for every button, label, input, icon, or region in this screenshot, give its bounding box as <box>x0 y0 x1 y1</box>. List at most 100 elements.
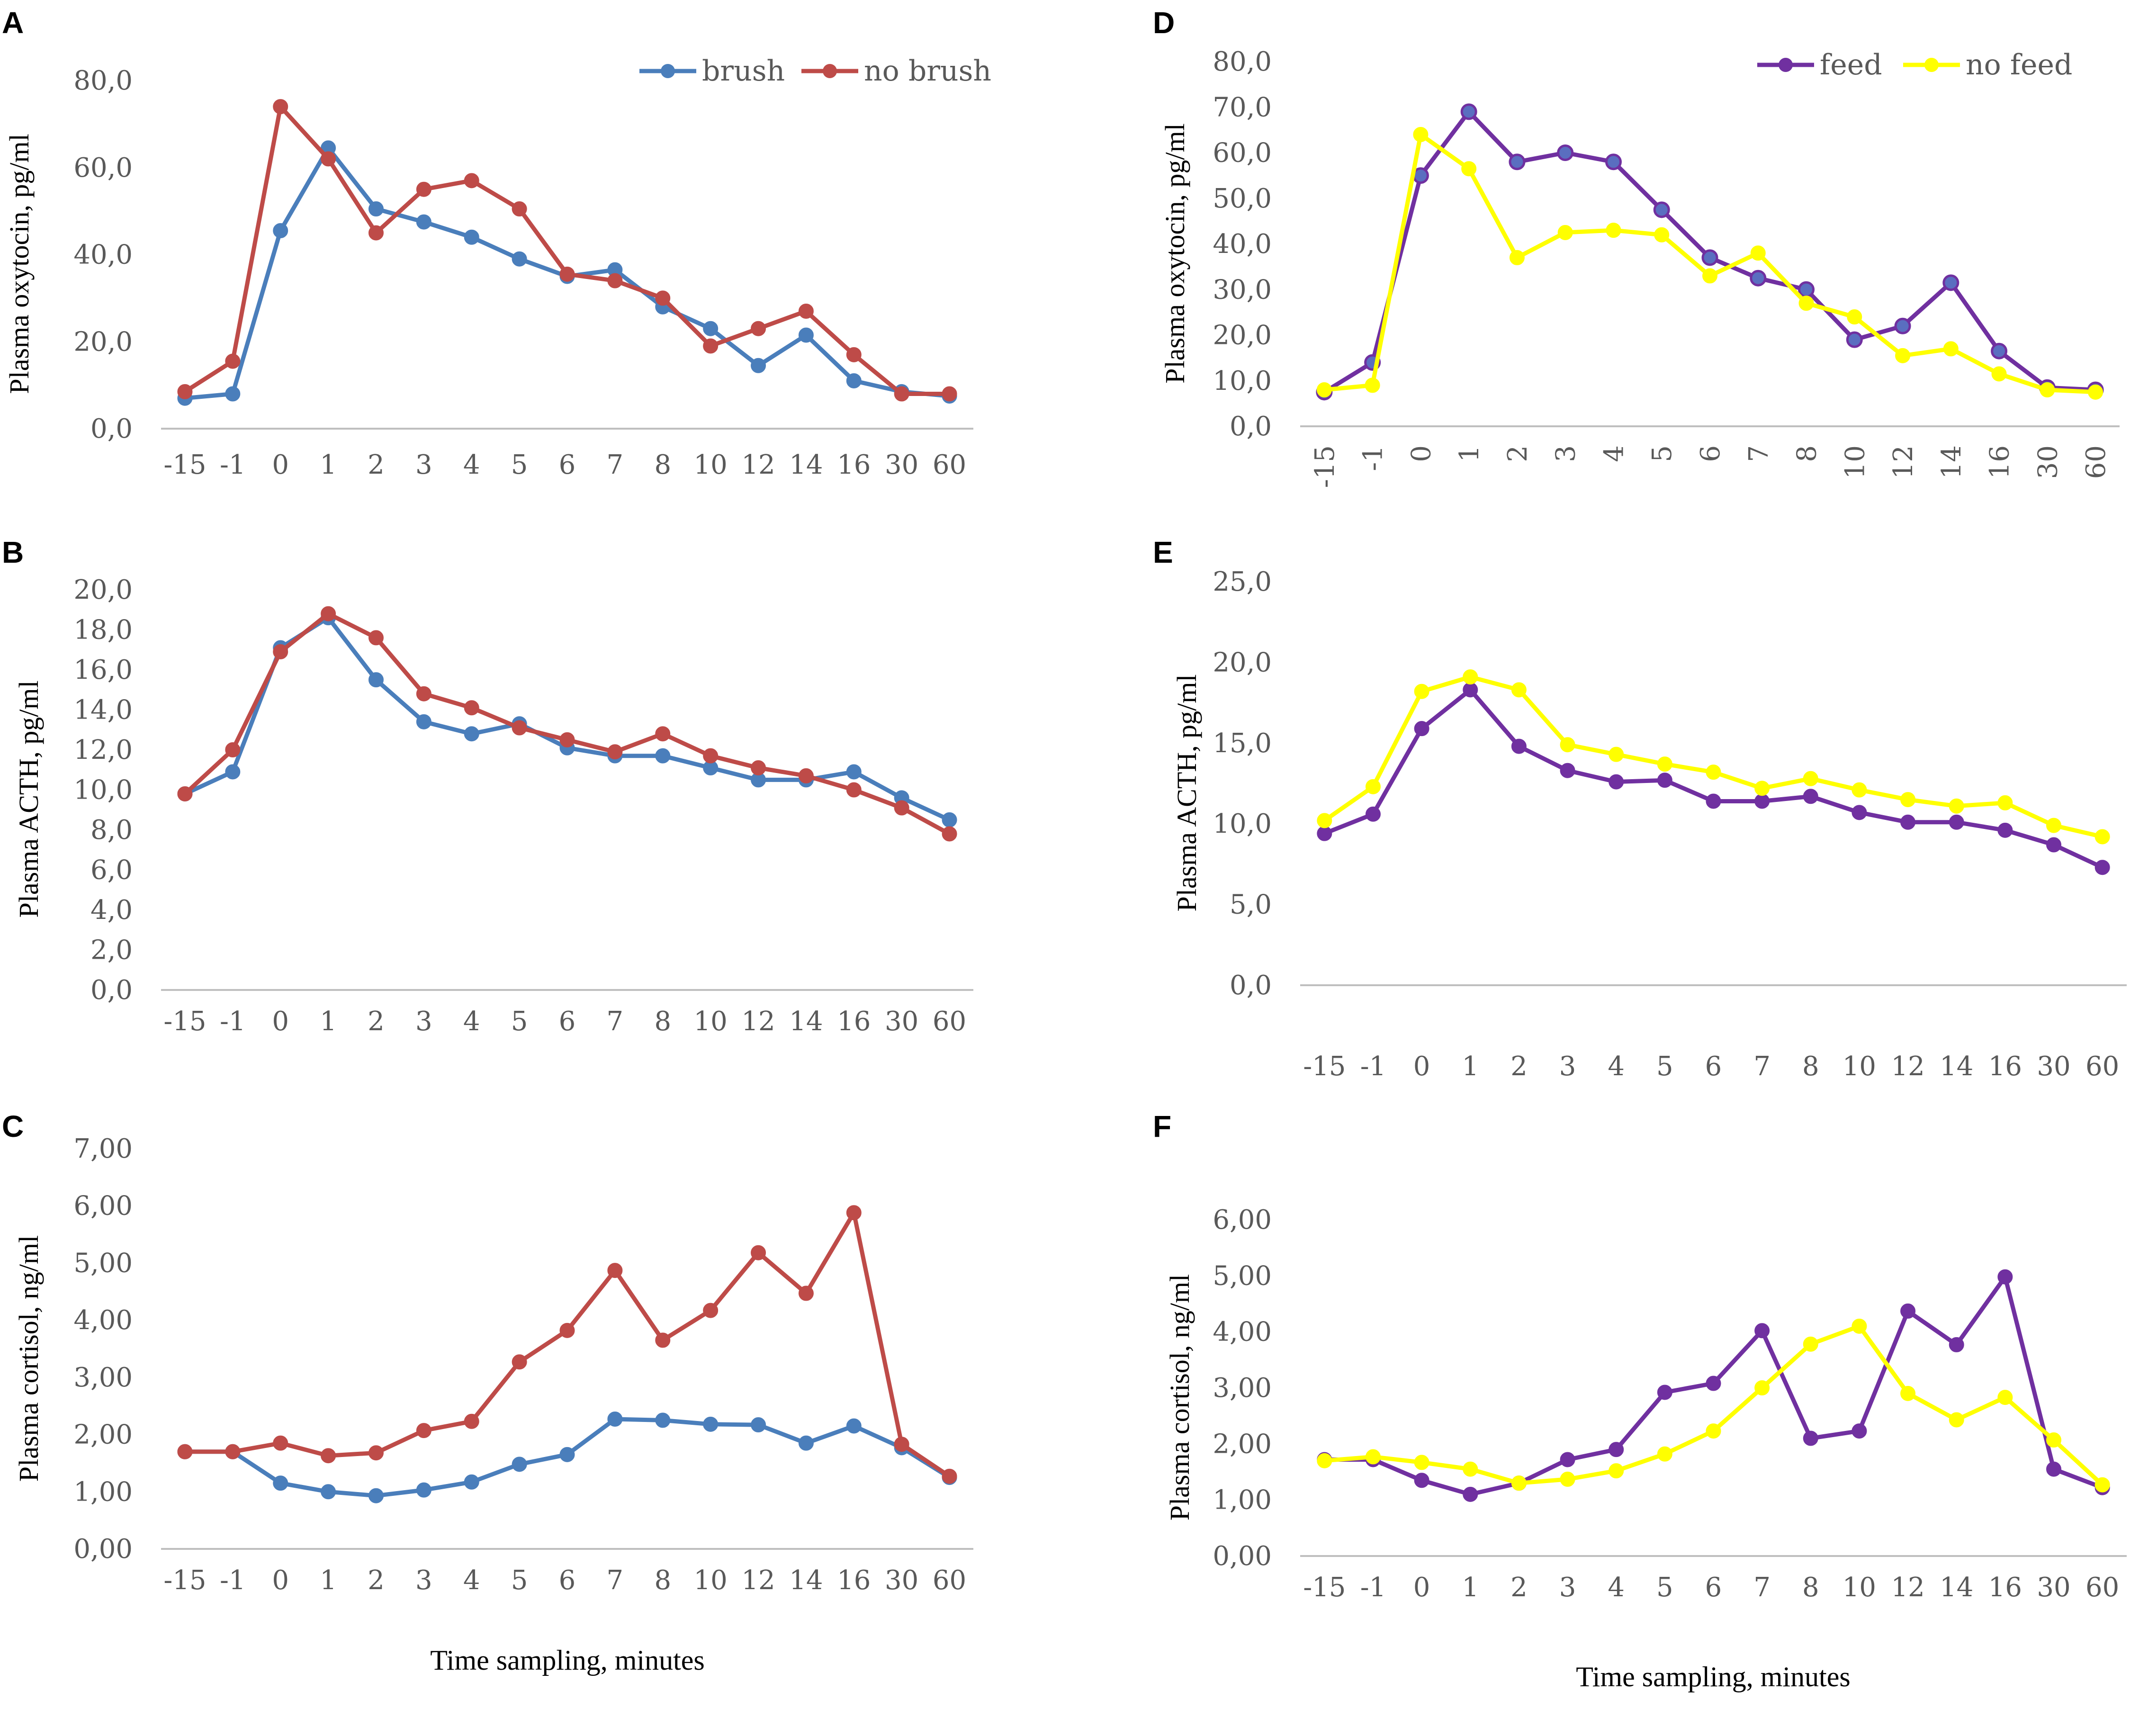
data-point <box>1803 771 1818 786</box>
data-point <box>1653 201 1670 218</box>
data-point <box>1557 225 1573 240</box>
data-point <box>1463 1461 1478 1477</box>
x-tick-label: 10 <box>1842 1051 1876 1082</box>
data-point <box>2046 1432 2062 1448</box>
data-point <box>1949 1412 1964 1428</box>
x-tick-label: 14 <box>789 450 823 480</box>
data-point <box>1316 382 1332 397</box>
x-tick-label: 2 <box>368 450 385 480</box>
y-tick-label: 6,00 <box>1213 1205 1272 1235</box>
data-point <box>846 1418 862 1434</box>
x-tick-label: 2 <box>368 1565 385 1596</box>
data-point <box>703 338 719 354</box>
data-point <box>1706 793 1721 809</box>
x-tick-label: 2 <box>368 1006 385 1037</box>
x-tick-label: 12 <box>1891 1572 1924 1603</box>
x-tick-label: 1 <box>320 450 337 480</box>
y-tick-label: 1,00 <box>73 1476 133 1507</box>
data-point <box>1609 774 1624 790</box>
panel-letter: C <box>2 1109 24 1143</box>
y-tick-label: 30,0 <box>1213 274 1272 305</box>
x-tick-label: 0 <box>272 450 289 480</box>
data-point <box>1605 153 1622 171</box>
x-tick-label: 12 <box>1891 1051 1924 1082</box>
data-point <box>798 303 814 319</box>
y-axis-label: Plasma oxytocin, pg/ml <box>4 134 35 394</box>
data-point <box>1900 792 1916 808</box>
x-tick-label: 30 <box>885 1565 918 1596</box>
x-tick-label: 60 <box>933 450 966 480</box>
y-tick-label: 0,00 <box>1213 1541 1272 1572</box>
data-point <box>1463 682 1478 698</box>
data-point <box>798 1435 814 1451</box>
x-tick-label: 10 <box>694 1565 728 1596</box>
x-tick-label: 14 <box>789 1006 823 1037</box>
data-point <box>607 744 623 760</box>
x-tick-label: 14 <box>1940 1572 1973 1603</box>
x-tick-label: 4 <box>463 450 480 480</box>
data-point <box>655 748 671 764</box>
x-tick-label: 4 <box>463 1006 480 1037</box>
data-point <box>273 1475 288 1491</box>
x-tick-label: 12 <box>741 1565 775 1596</box>
data-point <box>1851 1318 1867 1334</box>
x-tick-label: 7 <box>607 1565 624 1596</box>
x-tick-label: 8 <box>654 450 671 480</box>
data-point <box>655 1412 671 1428</box>
x-tick-label: 7 <box>607 450 624 480</box>
y-tick-label: 10,0 <box>1213 809 1272 839</box>
data-point <box>1414 1473 1429 1488</box>
data-point <box>703 748 719 764</box>
data-point <box>1997 795 2013 810</box>
data-point <box>942 812 957 828</box>
x-tick-label: 16 <box>1985 445 2015 479</box>
data-point <box>559 732 575 747</box>
data-point <box>2088 384 2103 400</box>
x-tick-label: 0 <box>272 1565 289 1596</box>
y-tick-label: 3,00 <box>73 1362 133 1393</box>
data-point <box>1509 250 1525 265</box>
data-point <box>1606 223 1621 238</box>
data-point <box>1414 1455 1429 1470</box>
y-tick-label: 8,0 <box>90 815 133 846</box>
x-tick-label: 1 <box>320 1565 337 1596</box>
data-point <box>368 201 384 217</box>
x-axis-title: Time sampling, minutes <box>430 1645 705 1676</box>
data-point <box>177 1444 193 1459</box>
data-point <box>1997 1390 2013 1405</box>
data-point <box>2094 860 2110 875</box>
data-point <box>512 1354 527 1370</box>
data-point <box>2046 818 2062 833</box>
x-tick-label: 7 <box>1753 1051 1771 1082</box>
x-tick-label: -15 <box>1310 445 1340 488</box>
y-tick-label: 20,0 <box>73 575 133 605</box>
x-tick-label: 0 <box>272 1006 289 1037</box>
x-tick-label: 12 <box>741 450 775 480</box>
y-tick-label: 10,0 <box>1213 366 1272 396</box>
data-point <box>1798 281 1815 298</box>
x-tick-label: 12 <box>741 1006 775 1037</box>
data-point <box>1754 1323 1770 1339</box>
data-point <box>751 1245 766 1260</box>
y-tick-label: 14,0 <box>73 695 133 726</box>
x-tick-label: 7 <box>1744 445 1774 462</box>
data-point <box>703 1416 719 1432</box>
x-tick-label: 14 <box>1936 445 1967 479</box>
data-point <box>2046 1461 2062 1477</box>
x-tick-label: 1 <box>1462 1572 1479 1603</box>
data-point <box>1847 309 1862 324</box>
data-point <box>1754 793 1770 809</box>
data-point <box>703 321 719 336</box>
data-point <box>368 1488 384 1503</box>
x-tick-label: 5 <box>1656 1572 1673 1603</box>
x-tick-label: 8 <box>1802 1572 1819 1603</box>
data-point <box>1414 684 1429 699</box>
y-tick-label: 2,0 <box>90 935 133 966</box>
y-tick-label: 18,0 <box>73 615 133 646</box>
data-point <box>2094 1477 2110 1493</box>
data-point <box>942 826 957 842</box>
x-tick-label: 10 <box>694 450 728 480</box>
chart-panel-c: C0,001,002,003,004,005,006,007,00-15 -1 0 1… <box>2 1109 973 1676</box>
data-point <box>1943 341 1959 357</box>
data-point <box>798 327 814 343</box>
